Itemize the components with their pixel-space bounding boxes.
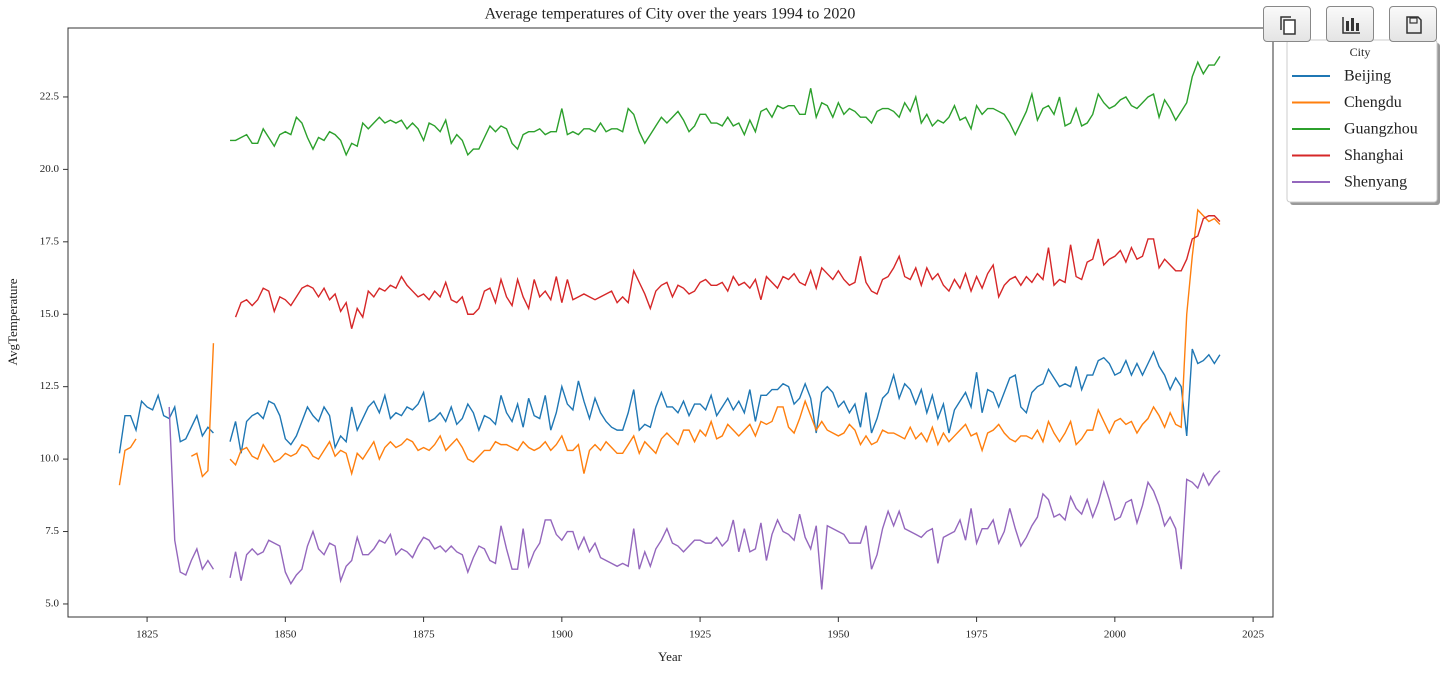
y-tick-label: 10.0	[40, 453, 60, 465]
x-tick-label: 1900	[551, 629, 574, 641]
x-tick-label: 1850	[274, 629, 297, 641]
save-icon	[1406, 16, 1422, 34]
y-tick-label: 15.0	[40, 308, 60, 320]
series-line	[230, 56, 1221, 157]
y-tick-label: 12.5	[40, 380, 60, 392]
copy-button[interactable]	[1263, 6, 1311, 42]
chart-button[interactable]	[1326, 6, 1374, 42]
legend-label: Shanghai	[1344, 147, 1404, 164]
legend-label: Beijing	[1344, 68, 1391, 85]
legend-label: Shenyang	[1344, 174, 1407, 191]
x-tick-label: 2025	[1242, 629, 1265, 641]
chart-title: Average temperatures of City over the ye…	[485, 6, 856, 23]
copy-icon	[1280, 16, 1296, 35]
series-line	[168, 406, 1221, 590]
x-tick-label: 1975	[966, 629, 989, 641]
x-axis-label: Year	[658, 649, 683, 664]
legend-label: Guangzhou	[1344, 121, 1418, 138]
y-tick-label: 22.5	[40, 90, 60, 102]
legend-label: Chengdu	[1344, 94, 1402, 111]
x-tick-label: 1875	[413, 629, 436, 641]
x-tick-label: 1925	[689, 629, 712, 641]
series-line	[234, 215, 1221, 329]
y-axis-label: AvgTemperature	[5, 278, 20, 365]
legend-title: City	[1350, 45, 1371, 59]
y-tick-label: 17.5	[40, 235, 60, 247]
y-tick-label: 7.5	[45, 525, 59, 537]
y-tick-label: 20.0	[40, 163, 60, 175]
save-button[interactable]	[1389, 6, 1437, 42]
plot-frame	[67, 27, 1274, 618]
series-line	[118, 208, 1221, 486]
y-tick-label: 5.0	[45, 597, 59, 609]
x-tick-label: 1825	[136, 629, 159, 641]
series-line	[118, 348, 1221, 454]
chart-icon	[1342, 17, 1360, 34]
x-tick-label: 2000	[1104, 629, 1127, 641]
x-tick-label: 1950	[827, 629, 850, 641]
